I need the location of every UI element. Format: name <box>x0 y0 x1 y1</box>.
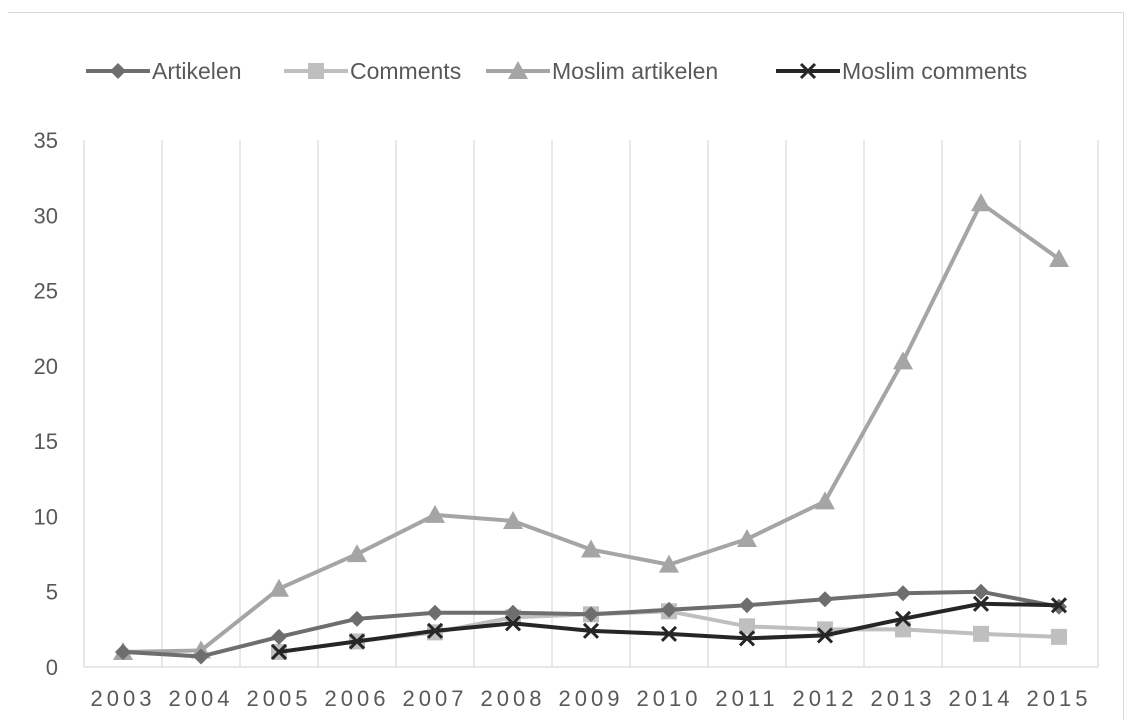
triangle-marker <box>1049 248 1069 267</box>
x-marker-stroke <box>504 615 522 632</box>
x-tick-label: 2003 <box>91 686 156 711</box>
diamond-marker <box>115 643 131 660</box>
triangle-marker <box>659 554 679 573</box>
square-marker <box>895 621 911 638</box>
diamond-marker <box>661 601 677 618</box>
series-line <box>122 201 1061 654</box>
legend-label: Artikelen <box>152 58 241 84</box>
series-moslim-comments <box>270 595 1068 661</box>
x-marker <box>816 627 834 644</box>
diamond-marker <box>583 606 599 623</box>
triangle-marker <box>815 491 835 510</box>
diamond-marker <box>427 604 443 621</box>
y-tick-label: 35 <box>34 128 58 153</box>
triangle-marker <box>971 193 991 212</box>
x-tick-label: 2005 <box>247 686 312 711</box>
y-tick-label: 10 <box>34 504 58 529</box>
y-tick-label: 20 <box>34 354 58 379</box>
legend-label: Moslim artikelen <box>552 58 718 84</box>
triangle-marker <box>347 544 367 563</box>
x-marker-stroke <box>799 62 817 80</box>
square-marker <box>973 625 989 642</box>
diamond-marker <box>739 597 755 614</box>
x-marker <box>504 615 522 632</box>
diamond-marker <box>895 585 911 602</box>
diamond-marker <box>817 591 833 608</box>
x-marker <box>799 62 817 80</box>
square-marker <box>739 618 755 635</box>
x-tick-label: 2013 <box>871 686 936 711</box>
x-marker-stroke <box>426 622 444 639</box>
triangle-marker <box>508 61 528 79</box>
x-tick-label: 2009 <box>559 686 624 711</box>
x-tick-label: 2010 <box>637 686 702 711</box>
x-tick-label: 2008 <box>481 686 546 711</box>
x-marker-stroke <box>582 622 600 639</box>
x-tick-label: 2012 <box>793 686 858 711</box>
triangle-marker <box>503 510 523 529</box>
series-artikelen <box>115 583 1067 665</box>
legend-item: Moslim comments <box>776 58 1027 84</box>
x-marker <box>582 622 600 639</box>
x-tick-label: 2004 <box>169 686 234 711</box>
x-tick-label: 2014 <box>949 686 1014 711</box>
x-marker <box>660 625 678 642</box>
x-tick-label: 2006 <box>325 686 390 711</box>
triangle-marker <box>737 529 757 548</box>
series-moslim-artikelen <box>113 193 1069 660</box>
y-axis: 0 5 10 15 20 25 30 35 <box>34 128 58 680</box>
y-tick-label: 0 <box>46 655 58 680</box>
x-tick-label: 2015 <box>1027 686 1092 711</box>
x-marker <box>738 630 756 647</box>
x-marker <box>1050 597 1068 614</box>
x-marker <box>894 610 912 627</box>
diamond-marker <box>271 628 287 645</box>
legend-item: Comments <box>284 58 461 84</box>
x-marker-stroke <box>660 625 678 642</box>
x-marker <box>426 622 444 639</box>
square-marker <box>308 63 324 79</box>
diamond-marker <box>110 63 126 79</box>
x-marker <box>348 633 366 650</box>
x-marker-stroke <box>348 633 366 650</box>
square-marker <box>1051 628 1067 645</box>
x-marker-stroke <box>894 610 912 627</box>
x-marker-stroke <box>1050 597 1068 614</box>
x-tick-label: 2007 <box>403 686 468 711</box>
legend-label: Moslim comments <box>842 58 1027 84</box>
legend: Artikelen Comments Moslim artikelen Moslim … <box>86 58 1027 84</box>
chart-frame <box>8 12 1124 720</box>
triangle-marker <box>581 539 601 558</box>
x-marker-stroke <box>738 630 756 647</box>
legend-label: Comments <box>350 58 461 84</box>
x-marker <box>972 595 990 612</box>
x-marker-stroke <box>816 627 834 644</box>
triangle-marker <box>425 504 445 523</box>
triangle-marker <box>269 578 289 597</box>
gridlines <box>83 140 1099 668</box>
x-tick-label: 2011 <box>715 686 778 711</box>
x-marker <box>270 643 288 661</box>
series-group <box>113 193 1069 665</box>
diamond-marker <box>973 583 989 600</box>
x-marker-stroke <box>972 595 990 612</box>
diamond-marker <box>505 604 521 621</box>
y-tick-label: 25 <box>34 279 58 304</box>
diamond-marker <box>193 648 209 665</box>
legend-item: Artikelen <box>86 58 241 84</box>
legend-item: Moslim artikelen <box>486 58 718 84</box>
x-marker-stroke <box>270 643 288 661</box>
triangle-marker <box>893 351 913 370</box>
x-axis: 2003 2004 2005 2006 2007 2008 2009 2010 2011 2012… <box>91 686 1092 711</box>
y-tick-label: 15 <box>34 429 58 454</box>
y-tick-label: 30 <box>34 203 58 228</box>
diamond-marker <box>349 610 365 627</box>
y-tick-label: 5 <box>46 580 58 605</box>
